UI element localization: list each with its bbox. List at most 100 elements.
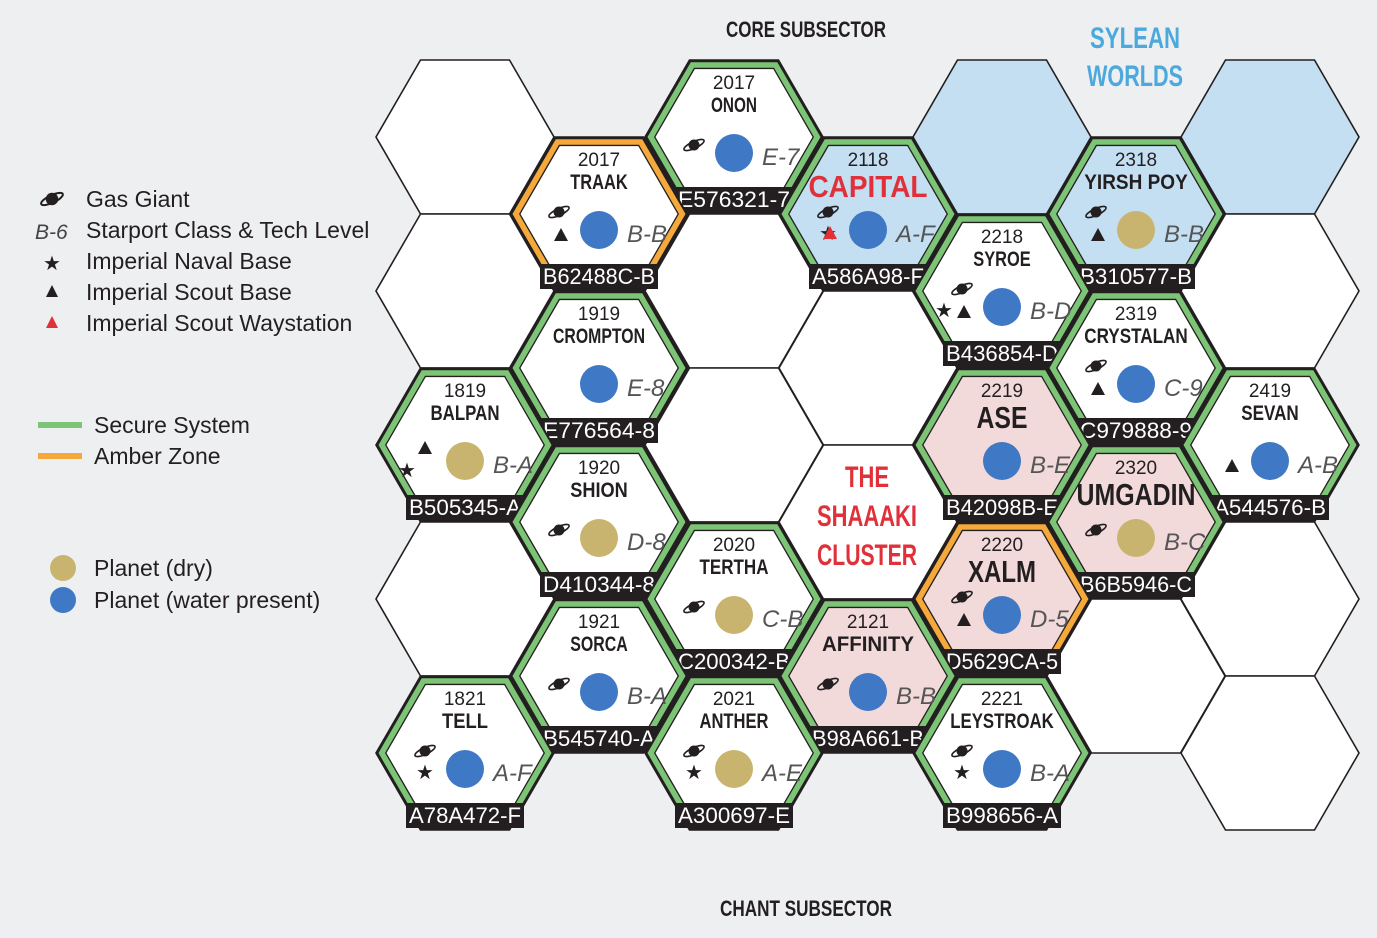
- system-name: SHION: [570, 479, 628, 502]
- uwp-bar: [943, 649, 1061, 674]
- hex-number: 1819: [444, 381, 486, 402]
- hex-number: 2118: [848, 150, 889, 171]
- dry-planet-icon: [1117, 211, 1155, 249]
- uwp-code: B310577-B: [1080, 264, 1192, 289]
- water-planet-icon: [446, 750, 484, 788]
- dry-planet-icon: [715, 750, 753, 788]
- dry-planet-icon: [446, 442, 484, 480]
- scout-base-icon: [554, 228, 568, 241]
- legend-dry-planet-icon: [50, 555, 76, 581]
- legend: Gas Giant B-6 Starport Class & Tech Leve…: [35, 186, 369, 613]
- scout-base-icon: [418, 441, 432, 454]
- sylean-worlds-label-line1: SYLEAN: [1090, 22, 1180, 55]
- uwp-code: B62488C-B: [543, 264, 655, 289]
- legend-amber-text: Amber Zone: [94, 443, 221, 469]
- system-name: SYROE: [973, 248, 1031, 271]
- gas-giant-icon: [1085, 359, 1107, 373]
- gas-giant-icon: [1085, 205, 1107, 219]
- water-planet-icon: [715, 134, 753, 172]
- legend-secure-swatch: [38, 422, 82, 428]
- system-name: SEVAN: [1241, 402, 1299, 425]
- starport-tech-code: B-B: [627, 221, 667, 248]
- uwp-code: B545740-A: [543, 726, 655, 751]
- gas-giant-icon: [683, 138, 705, 152]
- system-name: CAPITAL: [809, 169, 928, 204]
- naval-base-star-icon: ★: [953, 762, 971, 784]
- legend-secure-text: Secure System: [94, 412, 250, 438]
- hex-number: 1821: [444, 689, 486, 710]
- legend-scout-base-text: Imperial Scout Base: [86, 279, 292, 305]
- water-planet-icon: [983, 750, 1021, 788]
- uwp-bar: [943, 495, 1061, 520]
- system-name: SORCA: [570, 633, 628, 656]
- legend-naval-base-text: Imperial Naval Base: [86, 248, 292, 274]
- uwp-bar: [675, 803, 793, 828]
- uwp-code: A544576-B: [1214, 495, 1326, 520]
- uwp-code: A586A98-F: [812, 264, 924, 289]
- starport-tech-code: B-A: [1030, 760, 1070, 787]
- scout-base-icon: [957, 305, 971, 318]
- water-planet-icon: [1117, 365, 1155, 403]
- starport-tech-code: B-E: [1030, 452, 1071, 479]
- hex-number: 2221: [981, 689, 1023, 710]
- dry-planet-icon: [715, 596, 753, 634]
- water-planet-icon: [983, 442, 1021, 480]
- shaaaki-cluster-label-line1: THE: [845, 461, 889, 494]
- starport-tech-code: E-7: [762, 144, 801, 171]
- starport-tech-code: D-8: [627, 529, 666, 556]
- water-planet-icon: [983, 596, 1021, 634]
- legend-dry-planet-text: Planet (dry): [94, 555, 213, 581]
- starport-tech-code: A-E: [760, 760, 803, 787]
- starport-tech-code: C-9: [1164, 375, 1203, 402]
- uwp-code: D5629CA-5: [946, 649, 1058, 674]
- naval-base-star-icon: ★: [935, 300, 953, 322]
- legend-triangle-icon: [46, 285, 58, 297]
- gas-giant-icon: [683, 600, 705, 614]
- hex-number: 2220: [981, 535, 1023, 556]
- uwp-code: B505345-A: [409, 495, 521, 520]
- hex-number: 2017: [713, 73, 755, 94]
- scout-base-icon: [1225, 459, 1239, 472]
- gas-giant-icon: [548, 205, 570, 219]
- naval-base-star-icon: ★: [685, 762, 703, 784]
- uwp-code: A300697-E: [678, 803, 790, 828]
- uwp-bar: [406, 803, 524, 828]
- uwp-bar: [1077, 418, 1195, 443]
- uwp-code: A78A472-F: [409, 803, 521, 828]
- core-subsector-label: CORE SUBSECTOR: [726, 17, 886, 42]
- hex-number: 2318: [1115, 150, 1157, 171]
- legend-gas-giant-text: Gas Giant: [86, 186, 190, 212]
- hex-number: 2020: [713, 535, 755, 556]
- gas-giant-icon: [951, 744, 973, 758]
- water-planet-icon: [1251, 442, 1289, 480]
- system-name: LEYSTROAK: [950, 710, 1054, 733]
- water-planet-icon: [580, 673, 618, 711]
- legend-water-planet-icon: [50, 587, 76, 613]
- uwp-code: B998656-A: [946, 803, 1058, 828]
- hex-number: 2121: [847, 612, 889, 633]
- system-name: AFFINITY: [822, 633, 914, 656]
- legend-gas-giant-icon: [40, 191, 64, 207]
- water-planet-icon: [849, 673, 887, 711]
- starport-tech-code: D-5: [1030, 606, 1069, 633]
